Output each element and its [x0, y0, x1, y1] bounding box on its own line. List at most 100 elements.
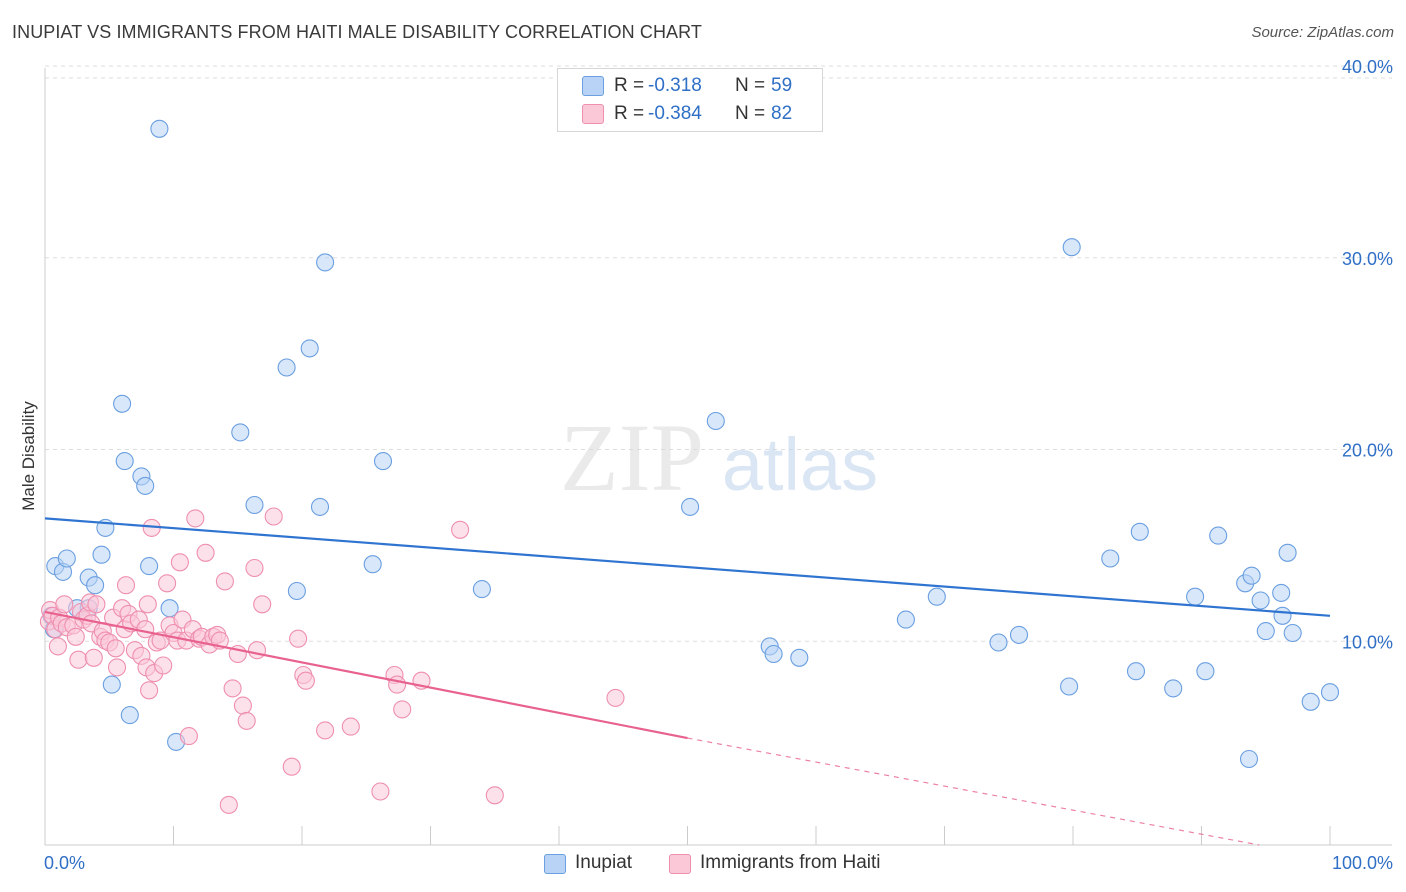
y-tick-label: 20.0%: [1342, 441, 1393, 461]
point-inupiat: [927, 587, 946, 606]
legend-r-label: R =: [614, 75, 645, 96]
point-inupiat: [1126, 662, 1146, 681]
x-tick-label-max: 100.0%: [1332, 853, 1393, 873]
point-haiti: [66, 627, 85, 646]
point-haiti: [170, 553, 189, 572]
point-inupiat: [1283, 623, 1302, 643]
point-haiti: [282, 757, 301, 776]
point-inupiat: [57, 549, 76, 568]
point-inupiat: [1239, 749, 1259, 769]
point-haiti: [296, 671, 315, 690]
watermark: ZIP atlas: [560, 404, 878, 511]
trend-line-haiti: [44, 610, 688, 740]
point-inupiat: [86, 576, 105, 595]
point-haiti: [116, 576, 136, 595]
watermark-atlas: atlas: [722, 423, 878, 506]
point-inupiat: [989, 633, 1008, 652]
point-inupiat: [1272, 583, 1291, 602]
legend-r-value: -0.318: [648, 75, 702, 96]
point-inupiat: [113, 394, 132, 413]
point-inupiat: [1273, 606, 1292, 625]
point-inupiat: [1060, 677, 1079, 696]
point-haiti: [247, 641, 267, 660]
point-inupiat: [115, 452, 134, 471]
point-inupiat: [1164, 679, 1183, 698]
series-label-haiti: Immigrants from Haiti: [700, 852, 881, 873]
point-inupiat: [140, 557, 159, 576]
watermark-zip: ZIP: [560, 404, 704, 511]
point-haiti: [289, 629, 308, 648]
trend-line-haiti-extrapolated: [687, 737, 1260, 846]
point-inupiat: [136, 476, 155, 495]
point-haiti: [87, 595, 106, 614]
point-inupiat: [790, 648, 809, 667]
series-swatch-inupiat: [544, 854, 566, 874]
point-haiti: [186, 509, 205, 528]
point-inupiat: [1186, 587, 1205, 606]
point-inupiat: [277, 358, 296, 377]
point-inupiat: [1101, 549, 1120, 568]
point-haiti: [138, 595, 157, 614]
point-inupiat: [1301, 692, 1320, 711]
trend-line-inupiat: [44, 517, 1331, 617]
point-inupiat: [1130, 522, 1149, 541]
point-inupiat: [363, 555, 382, 574]
point-inupiat: [287, 581, 306, 601]
point-haiti: [451, 520, 470, 539]
point-haiti: [179, 727, 198, 746]
data-points: [39, 119, 1340, 814]
y-tick-label: 30.0%: [1342, 249, 1393, 269]
legend-r-value: -0.384: [648, 103, 702, 124]
point-inupiat: [1251, 591, 1270, 610]
y-axis-label: Male Disability: [19, 401, 38, 511]
point-haiti: [158, 574, 177, 593]
point-inupiat: [373, 452, 393, 471]
point-inupiat: [1062, 238, 1081, 257]
point-haiti: [106, 639, 125, 658]
legend-r-label: R =: [614, 103, 645, 124]
point-inupiat: [310, 497, 330, 516]
point-haiti: [264, 507, 283, 526]
point-inupiat: [1242, 566, 1261, 585]
point-inupiat: [706, 411, 725, 431]
point-haiti: [237, 711, 256, 730]
point-haiti: [84, 648, 103, 667]
point-haiti: [140, 681, 159, 700]
point-haiti: [154, 656, 173, 675]
point-inupiat: [1009, 625, 1029, 644]
point-haiti: [48, 637, 67, 656]
point-haiti: [233, 696, 252, 715]
legend-swatch-inupiat: [582, 76, 604, 96]
point-inupiat: [102, 675, 121, 694]
point-haiti: [371, 782, 390, 801]
legend-swatch-haiti: [582, 104, 604, 124]
point-inupiat: [150, 119, 169, 138]
point-haiti: [316, 721, 335, 740]
y-tick-label: 40.0%: [1342, 57, 1393, 77]
correlation-legend: R = -0.318 N = 59 R = -0.384 N = 82: [557, 68, 823, 132]
point-inupiat: [92, 545, 111, 564]
legend-n-label: N =: [735, 75, 766, 96]
legend-n-label: N =: [735, 103, 766, 124]
series-swatch-haiti: [669, 854, 691, 874]
point-inupiat: [316, 253, 335, 272]
tick-labels: 10.0% 20.0% 30.0% 40.0% 0.0% 100.0%: [44, 57, 1393, 873]
point-haiti: [196, 543, 215, 562]
point-haiti: [393, 700, 412, 719]
point-haiti: [606, 688, 625, 707]
point-inupiat: [1278, 543, 1297, 562]
point-inupiat: [231, 423, 250, 442]
point-inupiat: [120, 706, 139, 725]
point-haiti: [388, 675, 407, 694]
series-label-inupiat: Inupiat: [575, 852, 633, 873]
legend-row-haiti: R = -0.384 N = 82: [558, 101, 822, 127]
axes: [44, 68, 1392, 846]
y-tick-label: 10.0%: [1342, 632, 1393, 652]
trend-lines: [44, 517, 1331, 846]
point-haiti: [215, 572, 234, 591]
point-inupiat: [764, 644, 783, 664]
point-inupiat: [1256, 622, 1275, 641]
series-legend: Inupiat Immigrants from Haiti: [0, 852, 1406, 878]
point-haiti: [136, 620, 155, 639]
